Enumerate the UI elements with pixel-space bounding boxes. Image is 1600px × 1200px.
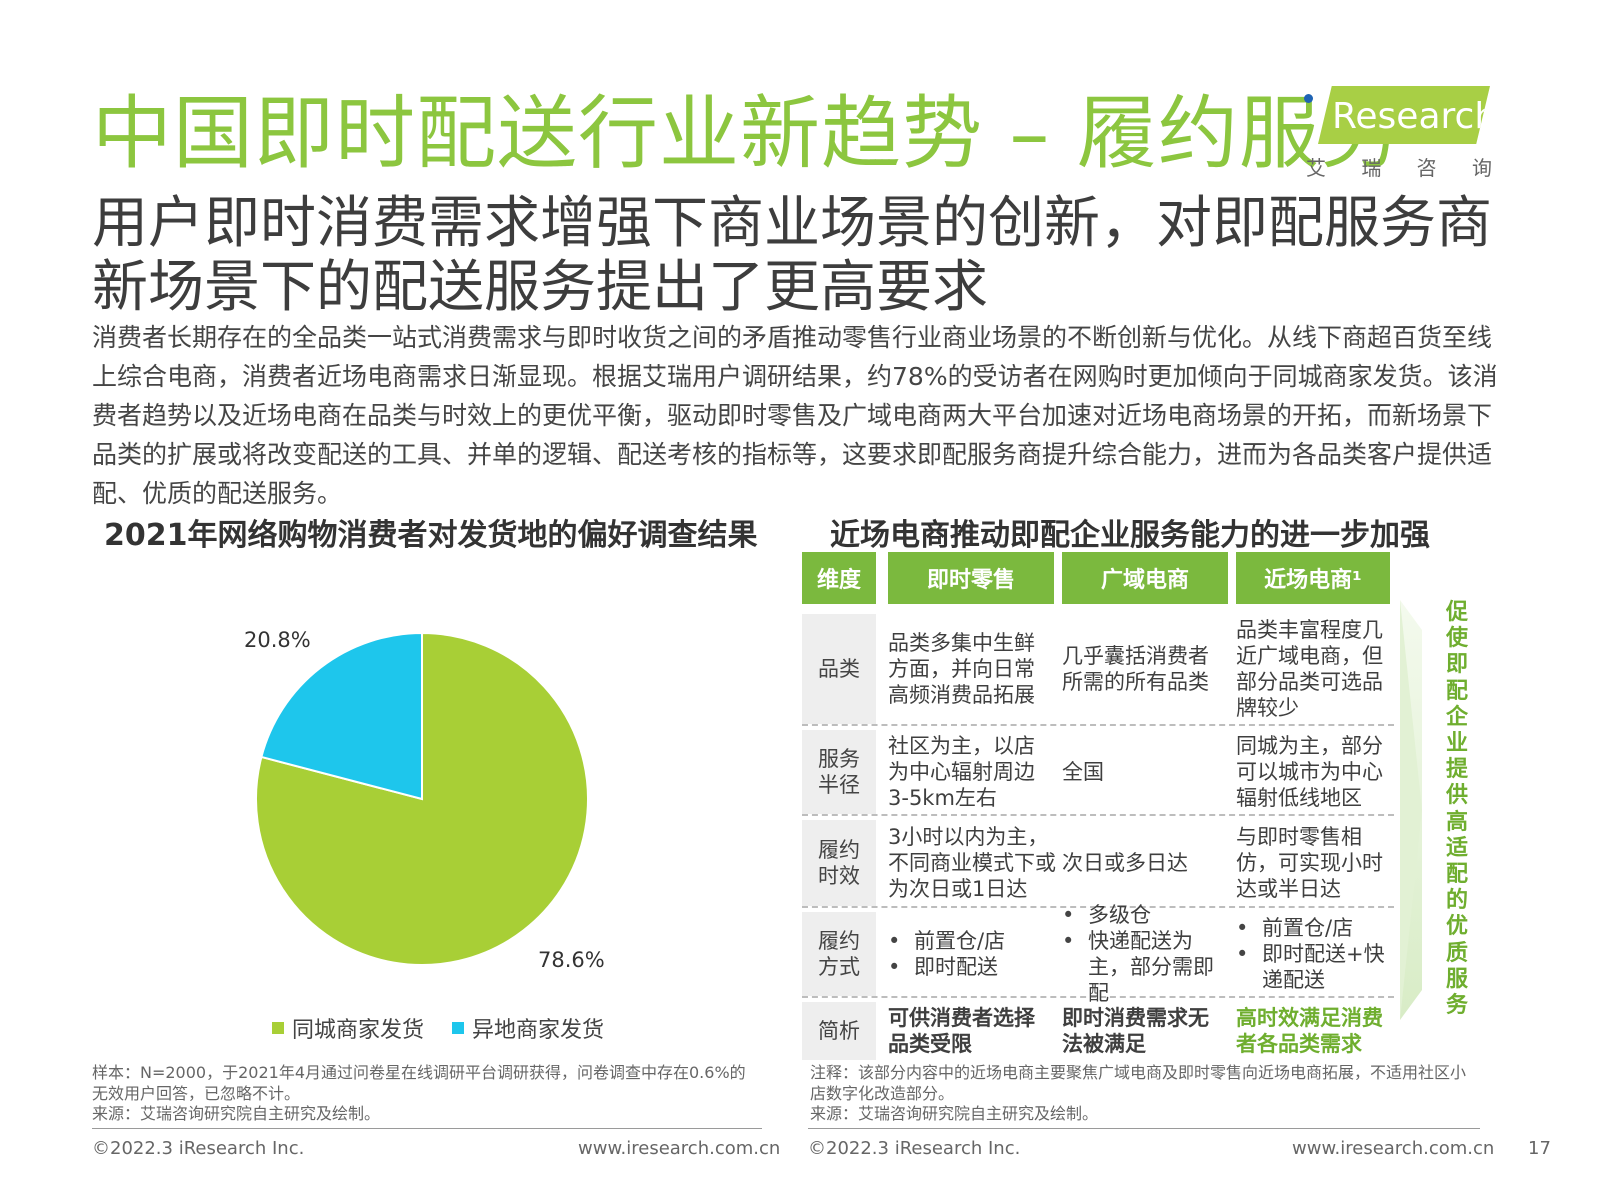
- chart-source-note: 来源：艾瑞咨询研究院自主研究及绘制。: [92, 1104, 381, 1123]
- legend-label-remote: 异地商家发货: [472, 1018, 605, 1043]
- logo-cn-char: 询: [1471, 156, 1492, 180]
- cell-near-ecommerce: 品类丰富程度几近广域电商，但部分品类可选品牌较少: [1236, 618, 1383, 720]
- cell-wide-ecommerce: 次日或多日达: [1062, 851, 1188, 875]
- legend-swatch-remote: [452, 1022, 465, 1034]
- cell-near-ecommerce: 前置仓/店 即时配送+快递配送: [1236, 912, 1392, 996]
- table-row-analysis: 简析 可供消费者选择品类受限 即时消费需求无法被满足 高时效满足消费者各品类需求: [802, 1002, 1394, 1060]
- table-row-service-radius: 服务半径 社区为主，以店为中心辐射周边3-5km左右 全国 同城为主，部分可以城…: [802, 730, 1394, 816]
- row-dim-cell: 简析: [802, 1002, 876, 1060]
- chart-sample-note: 样本：N=2000，于2021年4月通过问卷星在线调研平台调研获得，问卷调查中存…: [92, 1063, 746, 1103]
- table-row-category: 品类 品类多集中生鲜方面，并向日常高频消费品拓展 几乎囊括消费者所需的所有品类 …: [802, 614, 1394, 726]
- legend-item-local: 同城商家发货: [272, 1012, 424, 1044]
- page-subtitle: 用户即时消费需求增强下商业场景的创新，对即配服务商新场景下的配送服务提出了更高要…: [92, 191, 1492, 320]
- cell-instant-retail: 可供消费者选择品类受限: [888, 1006, 1035, 1056]
- footer-copyright-right: ©2022.3 iResearch Inc.: [808, 1138, 1021, 1159]
- cell-wide-ecommerce: 全国: [1062, 760, 1104, 784]
- table-row-fulfillment-time: 履约时效 3小时以内为主，不同商业模式下或为次日或1日达 次日或多日达 与即时零…: [802, 820, 1394, 908]
- chart-title: 2021年网络购物消费者对发货地的偏好调查结果: [104, 518, 758, 553]
- footer-divider-right: [808, 1128, 1480, 1129]
- logo-cn-char: 咨: [1416, 156, 1437, 180]
- table-header-dimension: 维度: [802, 552, 876, 604]
- logo-text: Research: [1332, 96, 1498, 137]
- cell-wide-ecommerce: 多级仓 快递配送为主，部分需即配: [1062, 902, 1234, 1005]
- list-item: 前置仓/店: [888, 928, 1005, 954]
- list-item: 即时配送: [888, 954, 1005, 980]
- table-header-near-ecommerce: 近场电商¹: [1236, 552, 1390, 604]
- cell-instant-retail: 前置仓/店 即时配送: [888, 912, 1058, 996]
- table-note: 注释：该部分内容中的近场电商主要聚焦广域电商及即时零售向近场电商拓展，不适用社区…: [810, 1063, 1467, 1103]
- cell-instant-retail: 社区为主，以店为中心辐射周边3-5km左右: [888, 734, 1035, 810]
- cell-near-ecommerce: 高时效满足消费者各品类需求: [1236, 1006, 1383, 1056]
- pie-slice-local: [255, 631, 589, 966]
- row-dim-cell: 品类: [802, 614, 876, 724]
- list-item: 即时配送+快递配送: [1236, 941, 1392, 993]
- footer-url-left: www.iresearch.com.cn: [578, 1138, 781, 1159]
- list-item: 前置仓/店: [1236, 915, 1392, 941]
- cell-wide-ecommerce: 即时消费需求无法被满足: [1062, 1006, 1209, 1056]
- logo-cn-char: 艾: [1306, 156, 1326, 180]
- chart-legend: 同城商家发货 异地商家发货: [272, 1012, 604, 1044]
- table-title: 近场电商推动即配企业服务能力的进一步加强: [830, 518, 1430, 553]
- row-dim-cell: 履约方式: [802, 912, 876, 996]
- logo-i-dot: [1304, 94, 1313, 103]
- cell-instant-retail: 3小时以内为主，不同商业模式下或为次日或1日达: [888, 825, 1056, 901]
- table-header-instant-retail: 即时零售: [888, 552, 1054, 604]
- pie-slice-remote: [260, 631, 423, 801]
- table-header-wide-ecommerce: 广域电商: [1062, 552, 1228, 604]
- cell-wide-ecommerce: 几乎囊括消费者所需的所有品类: [1062, 644, 1209, 694]
- cell-near-ecommerce: 同城为主，部分可以城市为中心辐射低线地区: [1236, 734, 1383, 810]
- footer-url-right: www.iresearch.com.cn: [1292, 1138, 1495, 1159]
- pie-chart: [255, 631, 589, 966]
- row-dim-cell: 服务半径: [802, 730, 876, 814]
- trend-arrow: [1400, 600, 1422, 1020]
- page-number: 17: [1528, 1138, 1551, 1159]
- iresearch-logo: Research 艾 瑞 咨 询: [1298, 82, 1494, 182]
- row-dim-cell: 履约时效: [802, 820, 876, 906]
- pie-label-remote: 20.8%: [244, 628, 311, 652]
- page-title: 中国即时配送行业新趋势 – 履约服务: [92, 87, 1401, 180]
- logo-badge: Research: [1318, 86, 1490, 144]
- footer-divider-left: [92, 1128, 762, 1129]
- list-item: 快递配送为主，部分需即配: [1062, 928, 1234, 1006]
- footer-copyright-left: ©2022.3 iResearch Inc.: [92, 1138, 305, 1159]
- arrow-caption: 促使即配企业提供高适配的优质服务: [1445, 600, 1468, 1019]
- table-row-fulfillment-method: 履约方式 前置仓/店 即时配送 多级仓 快递配送为主，部分需即配 前置仓/店 即…: [802, 902, 1394, 1005]
- legend-label-local: 同城商家发货: [292, 1018, 425, 1043]
- logo-chinese-name: 艾 瑞 咨 询: [1306, 152, 1492, 181]
- logo-cn-char: 瑞: [1361, 156, 1382, 180]
- table-source-note: 来源：艾瑞咨询研究院自主研究及绘制。: [810, 1104, 1099, 1123]
- intro-paragraph: 消费者长期存在的全品类一站式消费需求与即时收货之间的矛盾推动零售行业商业场景的不…: [92, 323, 1498, 508]
- cell-near-ecommerce: 与即时零售相仿，可实现小时达或半日达: [1236, 825, 1383, 901]
- cell-instant-retail: 品类多集中生鲜方面，并向日常高频消费品拓展: [888, 631, 1035, 707]
- pie-label-local: 78.6%: [538, 948, 605, 972]
- legend-item-remote: 异地商家发货: [452, 1012, 604, 1044]
- legend-swatch-local: [272, 1022, 284, 1034]
- list-item: 多级仓: [1062, 902, 1234, 928]
